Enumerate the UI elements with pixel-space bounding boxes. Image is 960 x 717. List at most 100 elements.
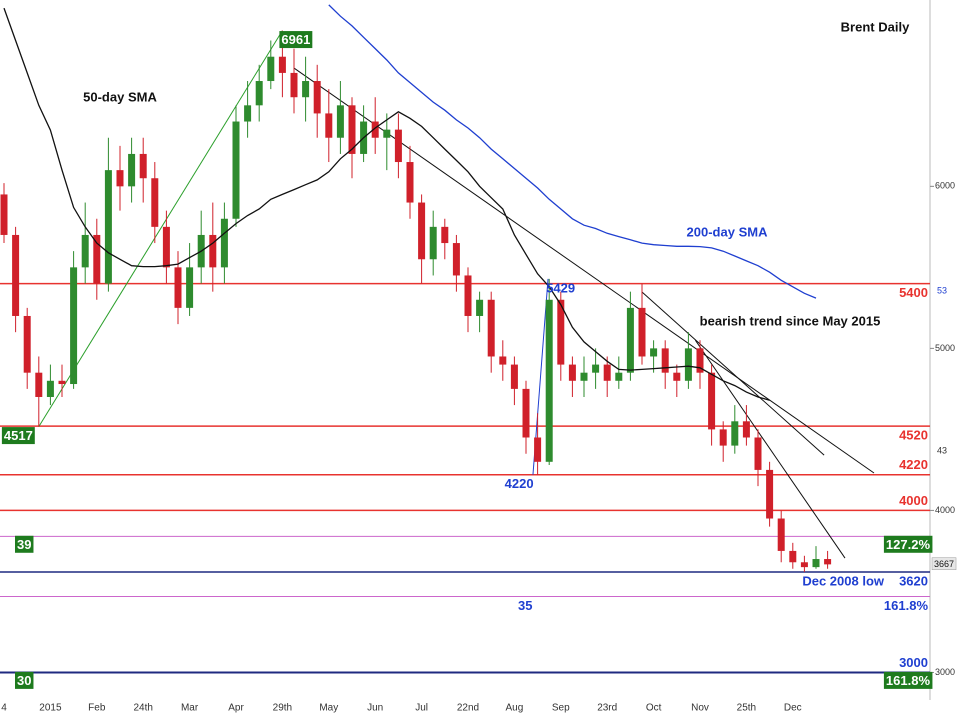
candle-body bbox=[684, 348, 692, 381]
y-tick-label: 3000 bbox=[935, 667, 955, 677]
level-box-label-box bbox=[883, 671, 933, 689]
candle-body bbox=[151, 178, 159, 227]
series-label: 50-day SMA bbox=[83, 89, 157, 104]
candle-body bbox=[220, 218, 228, 268]
candle-body bbox=[406, 162, 414, 203]
candle-body bbox=[696, 348, 704, 373]
x-tick-label: Mar bbox=[181, 703, 199, 714]
x-tick-label: Dec bbox=[784, 703, 802, 714]
candle-body bbox=[510, 364, 518, 389]
sma-line bbox=[3, 7, 770, 401]
x-tick-label: Oct bbox=[646, 703, 662, 714]
level-label: 161.8% bbox=[884, 598, 929, 613]
x-tick-label: 23rd bbox=[597, 703, 617, 714]
candle-body bbox=[476, 299, 484, 316]
candle-body bbox=[35, 372, 43, 397]
candle-body bbox=[812, 559, 820, 568]
candle-body bbox=[23, 315, 31, 373]
current-price-label: 3667 bbox=[934, 559, 954, 569]
candle-body bbox=[731, 421, 739, 446]
level-label: 4220 bbox=[899, 457, 928, 472]
candle-body bbox=[12, 234, 20, 316]
level-label: 3000 bbox=[899, 655, 928, 670]
candle-body bbox=[81, 234, 89, 268]
candle-body bbox=[383, 129, 391, 138]
candle-body bbox=[522, 388, 530, 438]
trend-line bbox=[293, 67, 875, 474]
candle-body bbox=[673, 372, 681, 381]
candle-body bbox=[777, 518, 785, 551]
point-label: 4220 bbox=[505, 476, 534, 491]
x-tick-label: 24th bbox=[133, 703, 152, 714]
point-label-box bbox=[279, 31, 313, 49]
candle-body bbox=[534, 437, 542, 462]
level-label: 3620 bbox=[899, 573, 928, 588]
annotation: bearish trend since May 2015 bbox=[700, 313, 881, 328]
point-label: 6961 bbox=[281, 32, 310, 47]
candle-body bbox=[603, 364, 611, 381]
candle-body bbox=[325, 113, 333, 138]
candle-body bbox=[650, 348, 658, 357]
candle-body bbox=[568, 364, 576, 381]
x-tick-label: 4 bbox=[1, 703, 7, 714]
x-tick-label: 29th bbox=[273, 703, 292, 714]
y-tick-label: 5000 bbox=[935, 343, 955, 353]
series-label: 200-day SMA bbox=[687, 224, 769, 239]
candle-body bbox=[441, 226, 449, 244]
candle-body bbox=[70, 267, 78, 385]
candle-body bbox=[93, 234, 101, 284]
candle-body bbox=[186, 267, 194, 308]
level-label: 4520 bbox=[899, 428, 928, 443]
candle-body bbox=[104, 170, 112, 284]
level-left-label-box bbox=[15, 535, 34, 553]
point-label: 4517 bbox=[4, 428, 33, 443]
point-label: 5429 bbox=[546, 280, 575, 295]
candle-body bbox=[545, 299, 553, 462]
candle-body bbox=[128, 153, 136, 187]
candle-body bbox=[418, 202, 426, 260]
candle-body bbox=[452, 243, 460, 276]
axis-note: 53 bbox=[937, 285, 947, 295]
candle-body bbox=[394, 129, 402, 163]
candle-body bbox=[499, 356, 507, 365]
y-tick-label: 6000 bbox=[935, 181, 955, 191]
candle-body bbox=[429, 226, 437, 260]
trend-line bbox=[694, 339, 846, 559]
level-left-label: 30 bbox=[17, 673, 31, 688]
candle-body bbox=[592, 364, 600, 373]
candle-body bbox=[255, 81, 263, 106]
x-tick-label: May bbox=[319, 703, 338, 714]
candle-body bbox=[116, 170, 124, 187]
candle-body bbox=[348, 105, 356, 154]
candle-body bbox=[371, 121, 379, 138]
candle-body bbox=[487, 299, 495, 357]
current-price-box bbox=[931, 557, 957, 570]
candle-body bbox=[661, 348, 669, 373]
x-tick-label: 25th bbox=[737, 703, 756, 714]
sma-line bbox=[328, 4, 817, 299]
candle-body bbox=[58, 380, 66, 385]
candle-body bbox=[278, 56, 286, 73]
x-tick-label: Feb bbox=[88, 703, 106, 714]
candle-body bbox=[824, 559, 832, 565]
candle-body bbox=[290, 72, 298, 98]
candle-body bbox=[800, 562, 808, 568]
level-left-label-box bbox=[15, 671, 34, 689]
x-tick-label: Jun bbox=[367, 703, 383, 714]
trend-line bbox=[641, 291, 825, 456]
level-note: Dec 2008 low bbox=[802, 573, 885, 588]
candle-body bbox=[708, 372, 716, 430]
x-tick-label: Jul bbox=[415, 703, 428, 714]
candle-body bbox=[232, 121, 240, 219]
candle-body bbox=[139, 153, 147, 179]
candle-body bbox=[754, 437, 762, 470]
level-label: 4000 bbox=[899, 493, 928, 508]
candle-body bbox=[336, 105, 344, 138]
candle-body bbox=[0, 194, 8, 235]
y-tick-label: 4000 bbox=[935, 505, 955, 515]
candle-body bbox=[742, 421, 750, 438]
candle-body bbox=[313, 81, 321, 114]
level-box-label-box bbox=[883, 535, 933, 553]
